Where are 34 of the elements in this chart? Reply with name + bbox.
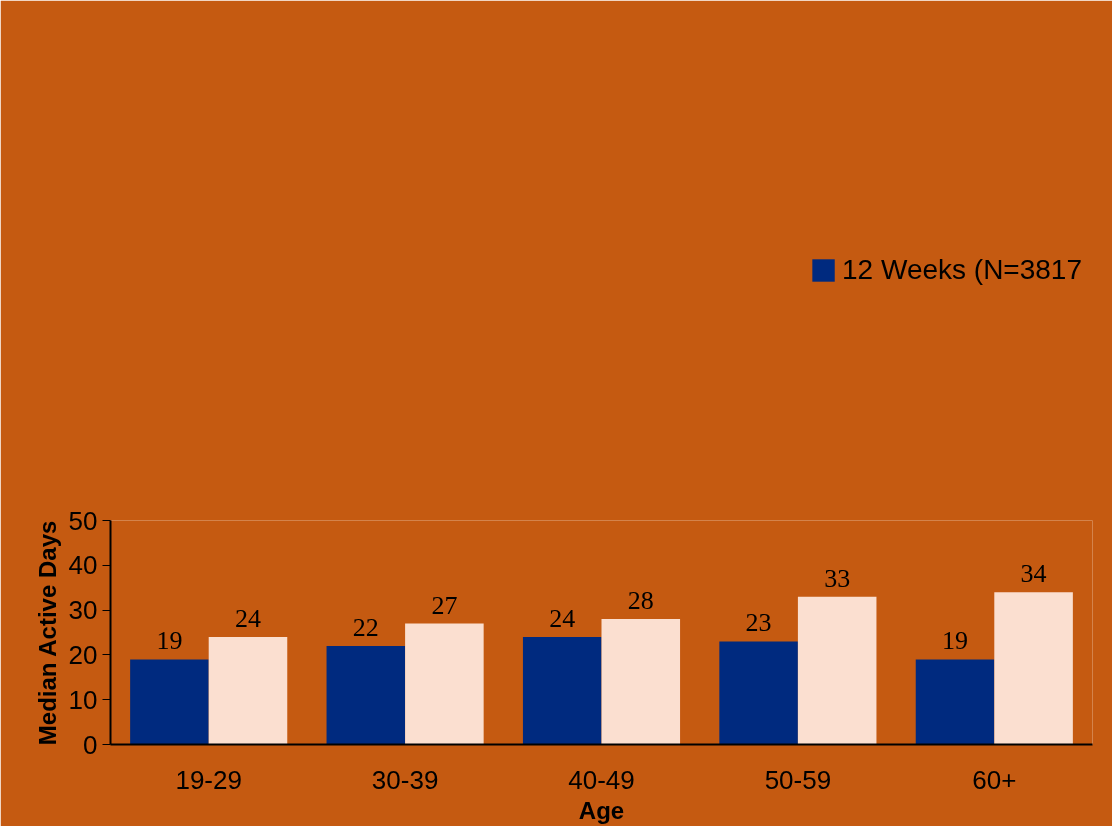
bar [719, 641, 798, 745]
y-tick-label: 20 [68, 639, 98, 670]
x-axis-title: Age [578, 796, 625, 824]
y-tick-label: 10 [68, 684, 98, 715]
data-label: 33 [824, 563, 851, 593]
bar [130, 659, 209, 745]
bar [326, 645, 406, 745]
data-label: 28 [627, 586, 654, 616]
data-label: 22 [352, 612, 379, 642]
y-tick-label: 0 [83, 729, 98, 760]
x-tick-label: 30-39 [371, 764, 439, 795]
data-label: 34 [1020, 559, 1047, 589]
bar [994, 592, 1073, 745]
bar [208, 636, 288, 745]
data-label: 24 [234, 603, 261, 633]
bar [601, 619, 681, 745]
y-tick-label: 40 [68, 550, 98, 581]
legend-label: 12 Weeks (N=3817 [842, 254, 1082, 286]
y-tick-label: 50 [68, 505, 98, 536]
bar [797, 596, 877, 745]
bar [522, 636, 602, 745]
x-tick-label: 40-49 [568, 764, 635, 795]
x-tick-label: 50-59 [764, 764, 832, 795]
y-tick-label: 30 [68, 595, 98, 626]
bar [405, 623, 484, 745]
bar [915, 659, 995, 745]
data-label: 27 [431, 590, 458, 620]
data-label: 19 [942, 626, 969, 656]
data-label: 24 [549, 603, 576, 633]
x-tick-label: 19-29 [175, 764, 242, 795]
y-axis-title: Median Active Days [33, 520, 61, 746]
data-label: 19 [156, 626, 183, 656]
data-label: 23 [745, 608, 772, 638]
x-tick-label: 60+ [972, 764, 1017, 795]
